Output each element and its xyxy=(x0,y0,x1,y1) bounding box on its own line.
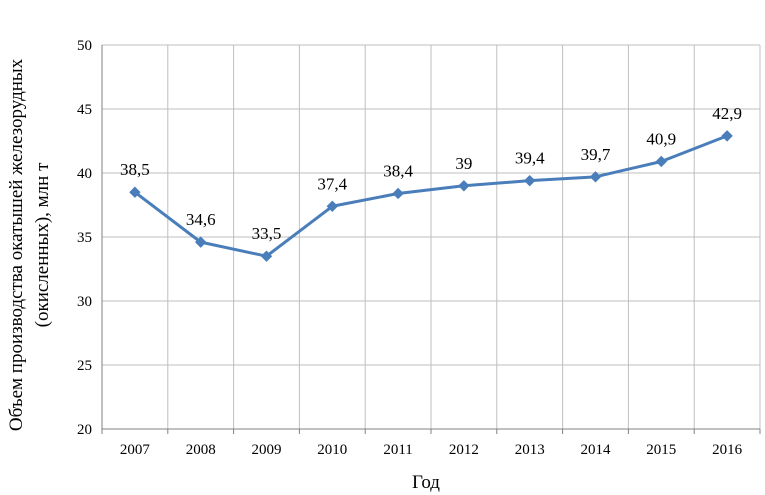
data-label: 33,5 xyxy=(252,224,282,243)
data-labels: 38,5 34,6 33,5 37,4 38,4 39 39,4 39,7 40,9 42,9 xyxy=(120,104,742,243)
series-line xyxy=(133,134,728,258)
data-label: 39,7 xyxy=(581,145,611,164)
y-tick-label: 45 xyxy=(77,102,92,118)
y-tick-label: 20 xyxy=(77,422,92,438)
data-point-marker xyxy=(194,236,207,248)
y-tick-label: 50 xyxy=(77,38,92,54)
data-point-marker xyxy=(326,200,339,212)
series-plot xyxy=(129,130,733,262)
data-label: 39 xyxy=(455,154,472,173)
x-tick-label: 2016 xyxy=(712,442,743,458)
data-label: 37,4 xyxy=(317,174,347,193)
x-tick-label: 2010 xyxy=(317,442,347,458)
data-point-marker xyxy=(655,155,668,168)
y-axis-title-line1: Объем производства окатышей железорудных xyxy=(6,58,27,431)
x-tick-label: 2007 xyxy=(120,442,151,458)
y-axis-title-line2: (окисленных), млн т xyxy=(32,162,53,327)
y-tick-label: 35 xyxy=(77,230,92,246)
data-label: 42,9 xyxy=(712,104,742,123)
x-axis-title: Год xyxy=(412,472,440,493)
data-label: 40,9 xyxy=(646,129,676,148)
x-tick-labels: 2007 2008 2009 2010 2011 2012 2013 2014 2015 2016 xyxy=(120,442,743,458)
axes xyxy=(101,45,761,434)
gridlines xyxy=(102,44,761,429)
x-tick-label: 2008 xyxy=(186,442,216,458)
y-tick-label: 30 xyxy=(77,294,92,310)
data-point-marker xyxy=(129,186,141,198)
data-point-marker xyxy=(523,174,536,187)
y-tick-labels: 20 25 30 35 40 45 50 xyxy=(77,38,92,438)
x-tick-label: 2013 xyxy=(515,442,545,458)
x-tick-label: 2014 xyxy=(581,442,612,458)
x-tick-label: 2009 xyxy=(252,442,282,458)
x-tick-label: 2012 xyxy=(449,442,479,458)
data-point-marker xyxy=(721,130,733,142)
data-point-marker xyxy=(458,180,470,192)
y-tick-label: 25 xyxy=(77,358,92,374)
data-point-marker xyxy=(589,171,602,183)
data-label: 34,6 xyxy=(186,210,216,229)
y-axis-title: Объем производства окатышей железорудных… xyxy=(6,58,53,431)
y-tick-label: 40 xyxy=(77,166,92,182)
data-label: 39,4 xyxy=(515,149,545,168)
data-label: 38,5 xyxy=(120,160,150,179)
data-label: 38,4 xyxy=(383,161,413,180)
x-tick-label: 2011 xyxy=(383,442,412,458)
x-tick-label: 2015 xyxy=(646,442,676,458)
data-point-marker xyxy=(392,187,404,200)
data-point-marker xyxy=(260,250,273,262)
